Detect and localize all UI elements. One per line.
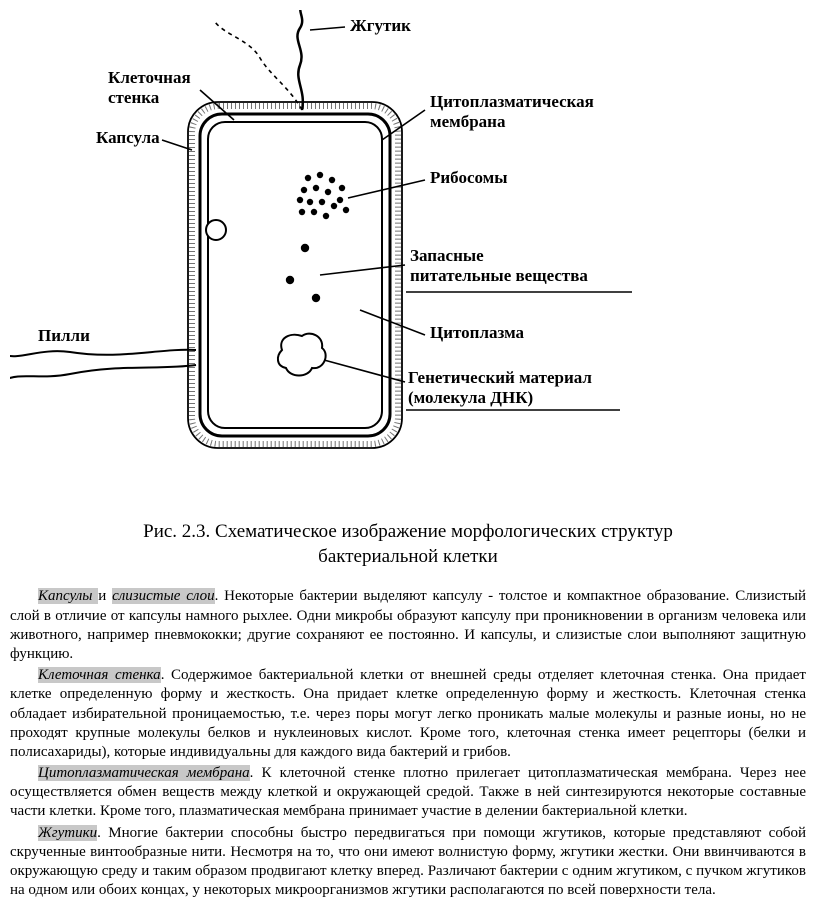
- cyto-membrane-rect: [208, 122, 382, 428]
- label-genetic: Генетический материал(молекула ДНК): [408, 368, 592, 407]
- hl-cell-wall: Клеточная стенка: [38, 667, 161, 683]
- body-text: Капсулы и слизистые слои. Некоторые бакт…: [10, 587, 806, 900]
- hl-slime-layers: слизистые слои: [112, 588, 215, 604]
- figure-caption: Рис. 2.3. Схематическое изображение морф…: [10, 520, 806, 569]
- hl-capsules: Капсулы: [38, 588, 98, 604]
- label-pili: Пилли: [38, 326, 90, 346]
- label-cell-wall: Клеточнаястенка: [108, 68, 191, 107]
- bacterial-cell-diagram: Жгутик Клеточнаястенка Капсула Цитоплазм…: [10, 10, 806, 510]
- para-capsules: Капсулы и слизистые слои. Некоторые бакт…: [10, 587, 806, 664]
- label-cytoplasm: Цитоплазма: [430, 323, 524, 343]
- flagellum-path-dashed: [215, 22, 302, 110]
- para-cell-wall: Клеточная стенка. Содержимое бактериальн…: [10, 666, 806, 762]
- caption-line1: Рис. 2.3. Схематическое изображение морф…: [143, 521, 673, 542]
- label-flagellum: Жгутик: [350, 16, 411, 36]
- caption-line2: бактериальной клетки: [318, 546, 498, 567]
- label-capsule: Капсула: [96, 128, 160, 148]
- hl-flagella: Жгутики: [38, 825, 97, 841]
- flagellum-path: [297, 10, 310, 110]
- pili-1: [10, 350, 196, 356]
- label-cyto-membrane: Цитоплазматическаямембрана: [430, 92, 594, 131]
- hl-cyto-membrane: Цитоплазматическая мембрана: [38, 765, 250, 781]
- pili-2: [10, 365, 196, 380]
- para-cyto-membrane: Цитоплазматическая мембрана. К клеточной…: [10, 764, 806, 822]
- mesosome: [206, 220, 226, 240]
- para-flagella: Жгутики. Многие бактерии способны быстро…: [10, 824, 806, 901]
- label-nutrients: Запасныепитательные вещества: [410, 246, 588, 285]
- label-ribosomes: Рибосомы: [430, 168, 508, 188]
